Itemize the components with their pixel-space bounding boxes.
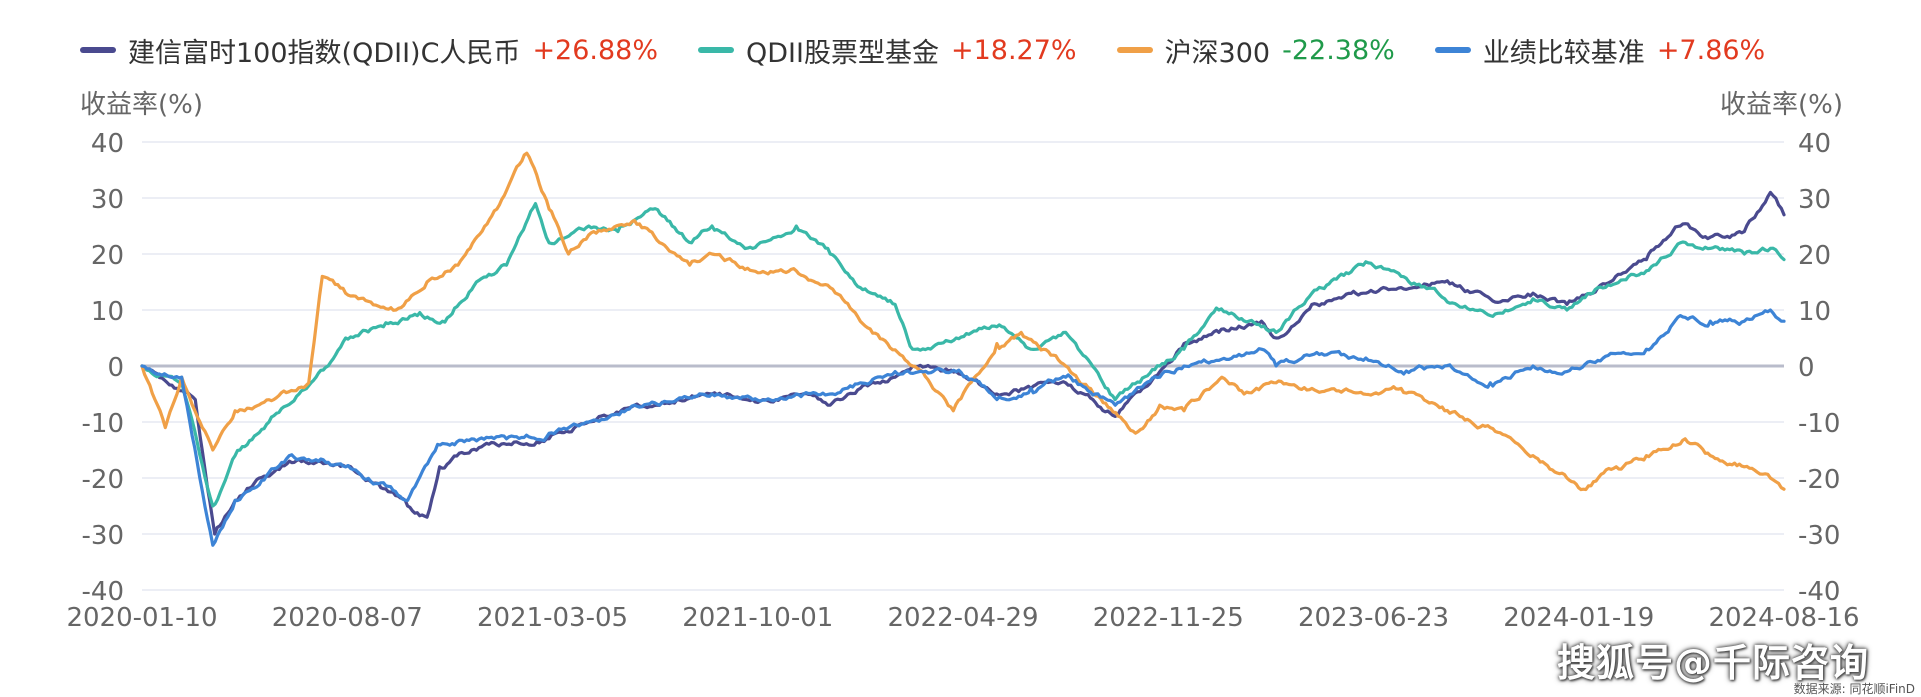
x-tick-label: 2024-08-16: [1708, 603, 1859, 633]
legend-change-value: +7.86%: [1656, 34, 1766, 66]
legend-swatch: [1116, 47, 1153, 53]
legend-change-value: -22.38%: [1282, 34, 1395, 66]
data-source-note: 数据来源: 同花顺iFinD: [1793, 682, 1915, 696]
y-tick-label-right: -10: [1798, 409, 1840, 439]
legend-swatch: [1434, 47, 1471, 53]
legend-change-value: +26.88%: [532, 34, 659, 66]
legend-item: 沪深300 -22.38%: [1116, 31, 1395, 70]
legend-change-value: +18.27%: [950, 34, 1077, 66]
y-tick-label-left: 40: [91, 129, 124, 159]
y-tick-label-right: 10: [1798, 297, 1831, 327]
y-tick-label-right: 40: [1798, 129, 1831, 159]
y-axis-title-right: 收益率(%): [1720, 90, 1843, 120]
y-tick-label-right: 30: [1798, 185, 1831, 215]
legend-label: 建信富时100指数(QDII)C人民币: [128, 37, 521, 69]
y-tick-label-right: -20: [1798, 465, 1840, 495]
x-tick-label: 2023-06-23: [1298, 603, 1449, 633]
legend-label: 沪深300: [1164, 37, 1271, 69]
series-lines: [140, 151, 1786, 547]
series-line: [140, 190, 1786, 536]
watermark-text: 搜狐号@千际咨询: [1556, 641, 1869, 685]
y-axis-title-left: 收益率(%): [80, 90, 203, 120]
x-tick-label: 2022-04-29: [887, 603, 1038, 633]
legend-label: QDII股票型基金: [746, 37, 939, 69]
y-tick-label-left: -10: [82, 409, 124, 439]
y-tick-label-left: 0: [107, 353, 124, 383]
legend-item: QDII股票型基金 +18.27%: [698, 31, 1077, 70]
legend: 建信富时100指数(QDII)C人民币 +26.88% QDII股票型基金 +18.2…: [80, 30, 1805, 70]
y-tick-label-right: -40: [1798, 577, 1840, 607]
x-tick-label: 2020-08-07: [272, 603, 423, 633]
series-line: [140, 308, 1786, 547]
y-tick-label-left: -40: [82, 577, 124, 607]
y-tick-label-right: 20: [1798, 241, 1831, 271]
y-tick-label-right: -30: [1798, 521, 1840, 551]
x-tick-label: 2021-03-05: [477, 603, 628, 633]
x-tick-label: 2020-01-10: [66, 603, 217, 633]
legend-swatch: [80, 47, 116, 53]
x-tick-label: 2024-01-19: [1503, 603, 1654, 633]
y-tick-label-left: -30: [82, 521, 124, 551]
legend-item: 建信富时100指数(QDII)C人民币 +26.88%: [80, 31, 658, 70]
x-tick-label: 2022-11-25: [1093, 603, 1244, 633]
y-tick-label-left: 30: [91, 185, 124, 215]
y-tick-label-left: 10: [91, 297, 124, 327]
legend-swatch: [698, 47, 735, 53]
y-tick-label-right: 0: [1798, 353, 1815, 383]
y-tick-label-left: -20: [82, 465, 124, 495]
series-line: [140, 151, 1786, 492]
x-tick-label: 2021-10-01: [682, 603, 833, 633]
y-tick-label-left: 20: [91, 241, 124, 271]
legend-label: 业绩比较基准: [1482, 37, 1645, 69]
legend-item: 业绩比较基准 +7.86%: [1434, 31, 1766, 70]
axis-tick-labels: 40 40 30 30 20 20 10 10 0 0 -10 -10 -20 -20 -30 -30 -40 -…: [66, 129, 1859, 633]
series-line: [140, 202, 1786, 508]
gridlines: [142, 141, 1784, 591]
